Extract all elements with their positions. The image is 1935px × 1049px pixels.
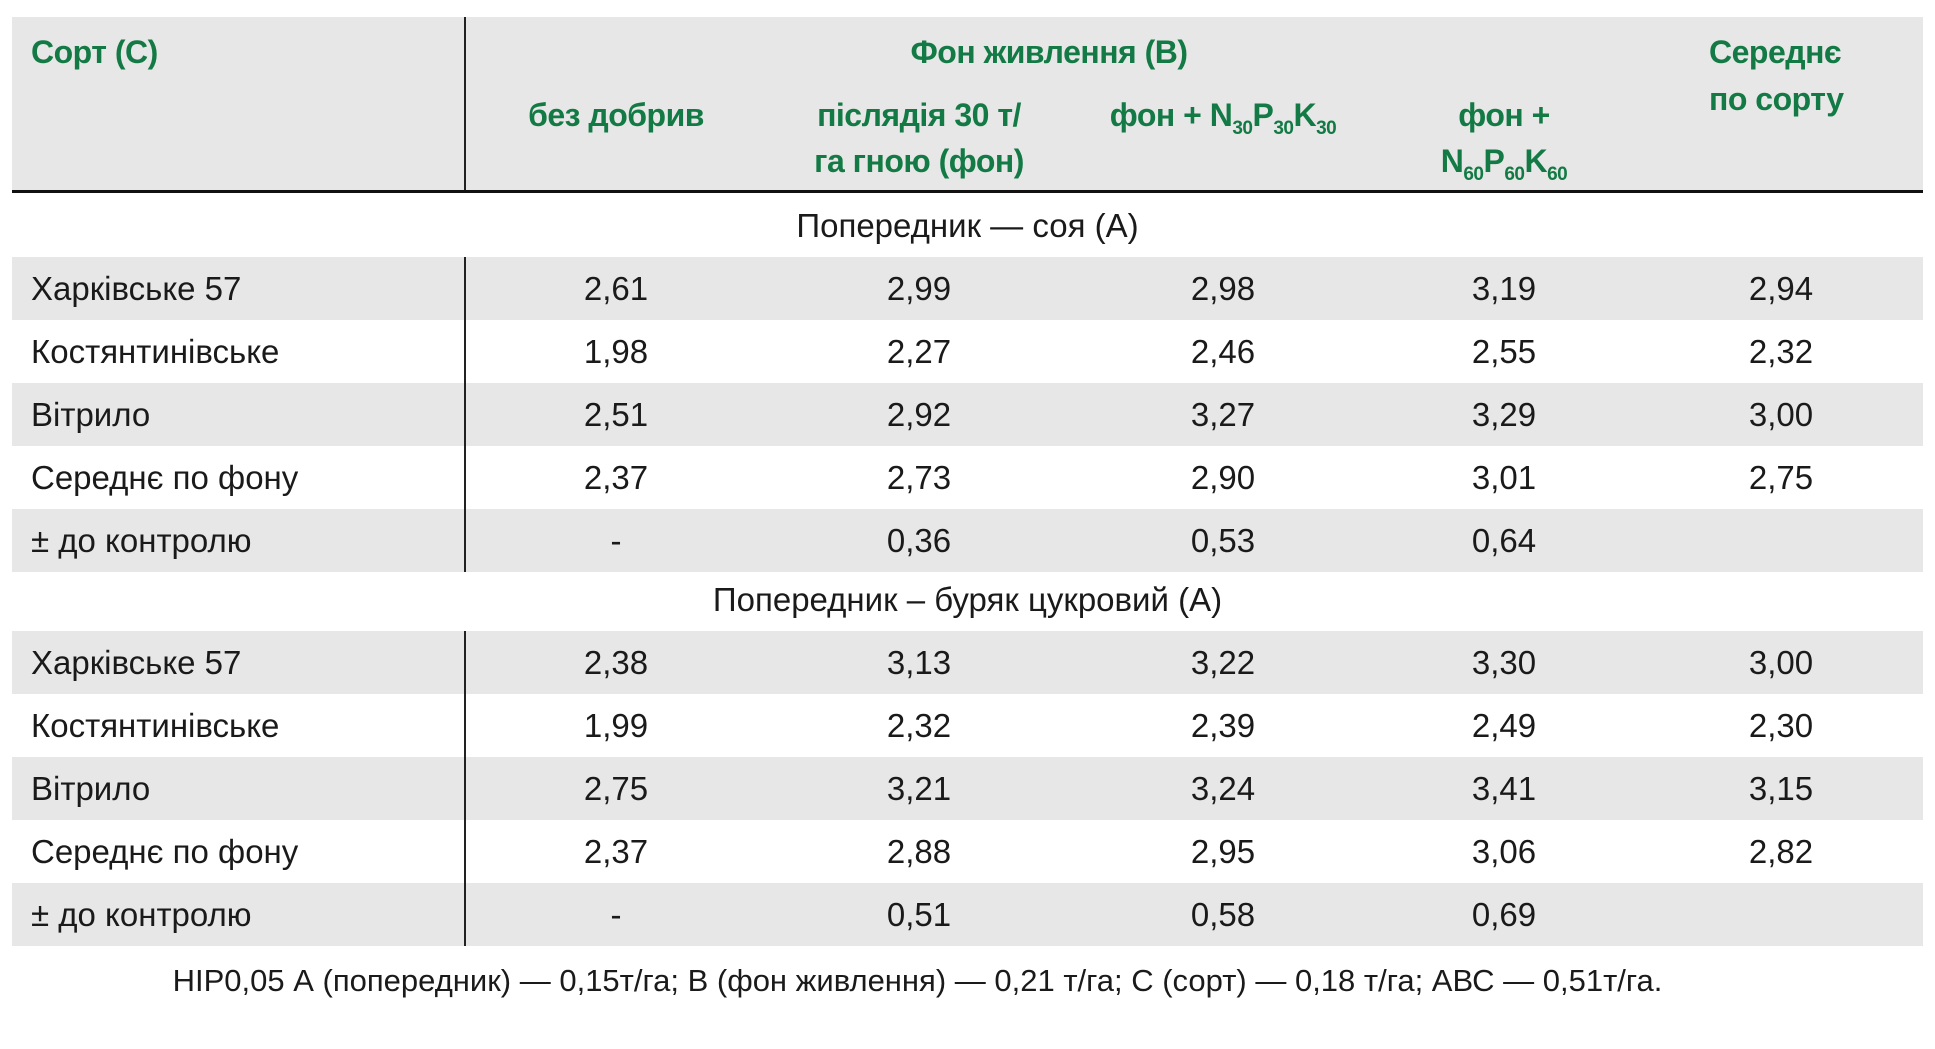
table-cell: 0,36: [886, 522, 952, 559]
header-avg-line1: Середнє: [1709, 34, 1842, 70]
table-cell: 3,30: [1471, 644, 1537, 681]
header-avg-line2: по сорту: [1709, 81, 1844, 117]
table-row: Середнє по фону 2,37 2,88 2,95 3,06 2,82: [12, 820, 1923, 883]
table-cell: 3,29: [1471, 396, 1537, 433]
table-cell: 2,55: [1471, 333, 1537, 370]
header-col-npk30: фон + N30P30K30: [1109, 97, 1337, 139]
table-cell: 3,24: [1190, 770, 1256, 807]
row-label: Харківське 57: [31, 644, 242, 681]
section-title: Попередник – буряк цукровий (A): [712, 581, 1223, 618]
table-row: Костянтинівське 1,98 2,27 2,46 2,55 2,32: [12, 320, 1923, 383]
row-label: Костянтинівське: [31, 707, 280, 744]
footnote: НІР0,05 А (попередник) — 0,15т/га; В (фо…: [172, 963, 1663, 998]
table-cell: 3,00: [1748, 644, 1814, 681]
table-cell: [1681, 509, 1881, 572]
table-cell: 2,32: [1748, 333, 1814, 370]
table-row: ± до контролю - 0,51 0,58 0,69: [12, 883, 1923, 946]
table-cell: 2,94: [1748, 270, 1814, 307]
table-cell: 3,22: [1190, 644, 1256, 681]
row-label: Харківське 57: [31, 270, 242, 307]
section-title: Попередник — соя (A): [796, 207, 1139, 244]
table-cell: [1681, 883, 1881, 946]
row-label: Середнє по фону: [31, 833, 299, 870]
table-cell: 2,99: [886, 270, 952, 307]
row-label: Вітрило: [31, 396, 151, 433]
table-cell: 2,38: [583, 644, 649, 681]
table-cell: 2,75: [1748, 459, 1814, 496]
table-header: [12, 17, 1923, 193]
header-col-manure-line2: га гною (фон): [814, 143, 1024, 179]
header-divider: [464, 17, 466, 190]
table-cell: 1,99: [583, 707, 649, 744]
table-cell: 2,51: [583, 396, 649, 433]
table-cell: 2,82: [1748, 833, 1814, 870]
header-col-manure-line1: післядія 30 т/: [817, 97, 1021, 133]
table-cell: 3,21: [886, 770, 952, 807]
table-cell: 2,27: [886, 333, 952, 370]
row-label: ± до контролю: [31, 522, 252, 559]
table-cell: 3,00: [1748, 396, 1814, 433]
table-cell: 3,13: [886, 644, 952, 681]
table-cell: 2,30: [1748, 707, 1814, 744]
row-label: ± до контролю: [31, 896, 252, 933]
table-cell: 2,90: [1190, 459, 1256, 496]
table-cell: 2,37: [583, 459, 649, 496]
table-cell: 0,58: [1190, 896, 1256, 933]
table-cell: 2,98: [1190, 270, 1256, 307]
column-divider: [464, 631, 466, 946]
table-cell: -: [610, 522, 622, 559]
table-cell: 2,32: [886, 707, 952, 744]
table-cell: 2,95: [1190, 833, 1256, 870]
header-col-no-fertilizer: без добрив: [528, 97, 704, 133]
table-cell: 0,69: [1471, 896, 1537, 933]
table-row: Вітрило 2,51 2,92 3,27 3,29 3,00: [12, 383, 1923, 446]
table-cell: 2,88: [886, 833, 952, 870]
table-cell: 0,53: [1190, 522, 1256, 559]
table-row: Вітрило 2,75 3,21 3,24 3,41 3,15: [12, 757, 1923, 820]
table-cell: 2,39: [1190, 707, 1256, 744]
table-cell: 3,27: [1190, 396, 1256, 433]
header-col-npk60-line1: фон +: [1458, 97, 1550, 133]
table-cell: 2,61: [583, 270, 649, 307]
column-divider: [464, 257, 466, 572]
table-row: Костянтинівське 1,99 2,32 2,39 2,49 2,30: [12, 694, 1923, 757]
table-cell: 3,06: [1471, 833, 1537, 870]
table-cell: 3,01: [1471, 459, 1537, 496]
row-label: Середнє по фону: [31, 459, 299, 496]
table-cell: 2,46: [1190, 333, 1256, 370]
header-col-npk60-line2: N60P60K60: [1440, 143, 1568, 185]
table-cell: 0,51: [886, 896, 952, 933]
table-cell: -: [610, 896, 622, 933]
row-label: Костянтинівське: [31, 333, 280, 370]
table-row: Середнє по фону 2,37 2,73 2,90 3,01 2,75: [12, 446, 1923, 509]
row-label: Вітрило: [31, 770, 151, 807]
table-row: Харківське 57 2,61 2,99 2,98 3,19 2,94: [12, 257, 1923, 320]
table-cell: 2,75: [583, 770, 649, 807]
table-cell: 2,92: [886, 396, 952, 433]
header-variety: Сорт (С): [31, 34, 158, 70]
table-cell: 1,98: [583, 333, 649, 370]
table-cell: 3,15: [1748, 770, 1814, 807]
table-cell: 3,19: [1471, 270, 1537, 307]
header-nutrition-group: Фон живлення (B): [910, 34, 1188, 70]
table-cell: 2,73: [886, 459, 952, 496]
table-cell: 2,49: [1471, 707, 1537, 744]
table-cell: 0,64: [1471, 522, 1537, 559]
table-row: ± до контролю - 0,36 0,53 0,64: [12, 509, 1923, 572]
table-row: Харківське 57 2,38 3,13 3,22 3,30 3,00: [12, 631, 1923, 694]
table-cell: 3,41: [1471, 770, 1537, 807]
table-cell: 2,37: [583, 833, 649, 870]
